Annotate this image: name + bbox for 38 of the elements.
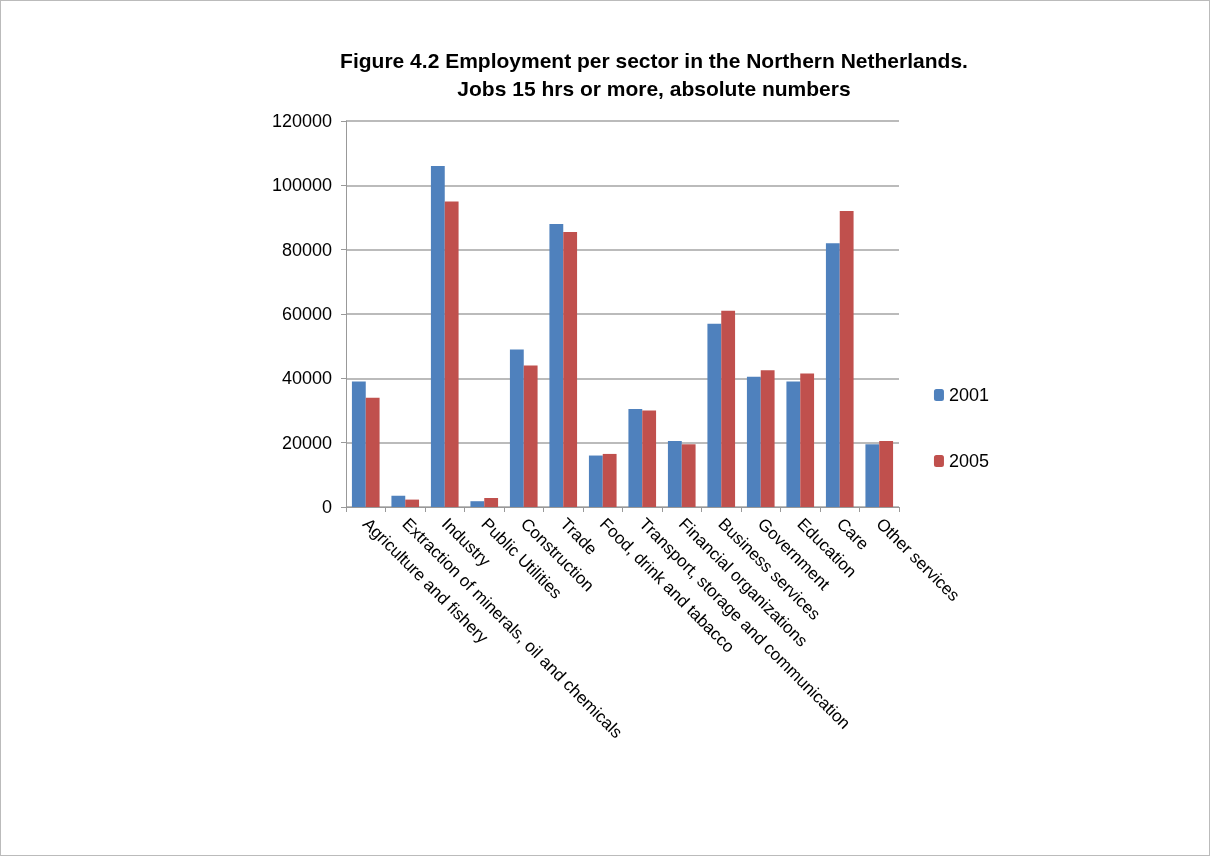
bar: [839, 211, 854, 507]
bar: [746, 376, 761, 507]
bar: [707, 323, 722, 507]
bar: [430, 166, 445, 507]
bar: [444, 201, 459, 507]
y-tick-label: 0: [321, 497, 332, 517]
y-tick-label: 40000: [281, 368, 332, 389]
bar: [509, 349, 524, 507]
bar: [681, 444, 696, 507]
chart-title: Figure 4.2 Employment per sector in the Northern Netherlands. Jobs 15 hrs or more, absolute numbers: [340, 48, 968, 100]
y-tick-label: 120000: [271, 111, 332, 131]
y-tick-label: 60000: [281, 304, 332, 324]
bar: [405, 499, 420, 507]
bar: [642, 410, 657, 507]
bar: [760, 370, 775, 507]
bar: [667, 441, 682, 507]
bar: [549, 223, 564, 507]
y-tick-label: 20000: [281, 432, 332, 453]
bar: [484, 497, 499, 507]
bar: [351, 381, 366, 507]
bar: [628, 408, 643, 507]
bar: [523, 365, 538, 507]
bar: [865, 444, 880, 507]
bar: [721, 310, 736, 507]
bar: [825, 243, 840, 507]
bar: [563, 231, 578, 507]
legend-label: 2005: [948, 451, 989, 471]
bar: [588, 455, 603, 507]
y-tick-label: 100000: [271, 175, 332, 196]
bar: [800, 373, 815, 507]
bar: [602, 453, 617, 507]
bar: [786, 381, 801, 507]
bar: [879, 441, 894, 507]
bar: [470, 501, 485, 507]
bar: [365, 397, 380, 507]
y-tick-label: 80000: [281, 239, 332, 260]
legend-label: 2001: [948, 385, 989, 405]
bar: [391, 495, 406, 507]
